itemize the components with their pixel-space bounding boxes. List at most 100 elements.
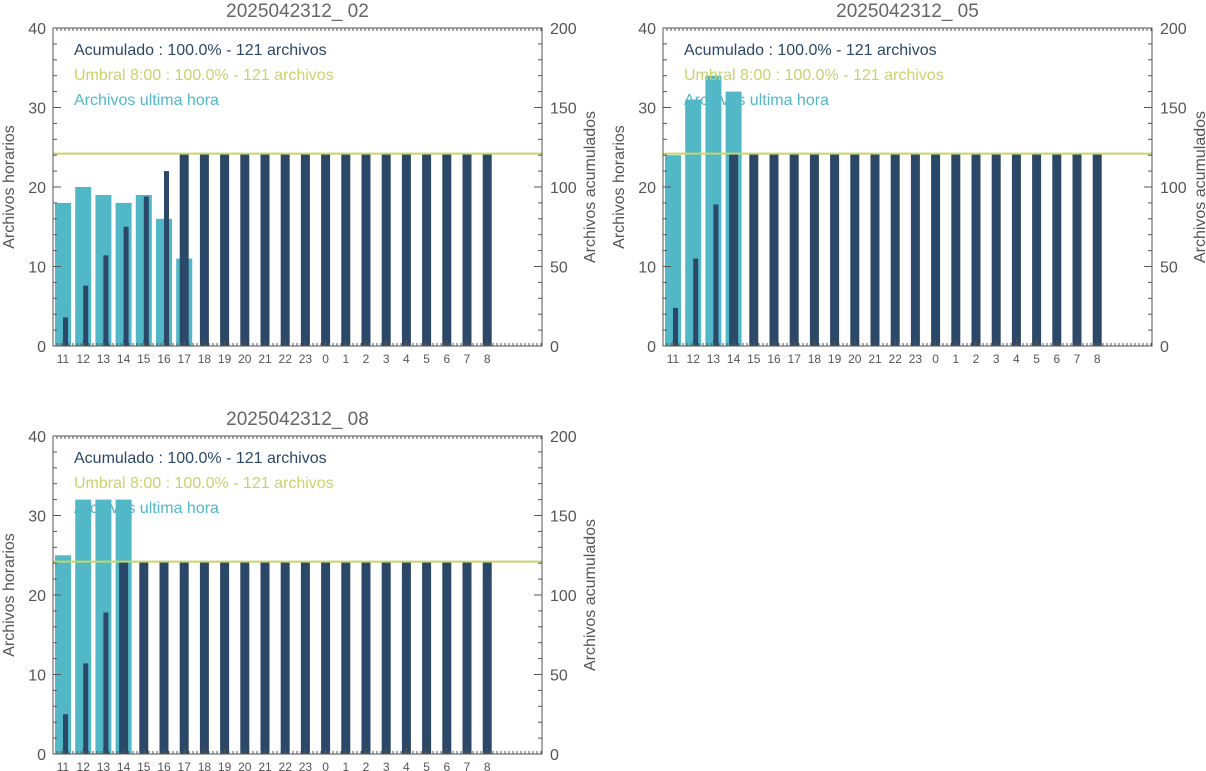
- left-tick-label: 20: [28, 180, 46, 197]
- x-tick-label: 0: [322, 352, 329, 366]
- x-tick-label: 16: [157, 352, 171, 366]
- cumulative-bar: [1072, 153, 1082, 346]
- x-tick-label: 15: [137, 352, 151, 366]
- x-tick-label: 15: [137, 760, 151, 771]
- x-tick-label: 0: [322, 760, 329, 771]
- cumulative-bar: [931, 153, 941, 346]
- left-tick-label: 30: [28, 509, 46, 526]
- cumulative-bar: [220, 153, 230, 346]
- x-tick-label: 14: [727, 352, 741, 366]
- cumulative-bar: [199, 561, 209, 754]
- cumulative-bar: [789, 153, 799, 346]
- cumulative-bar: [164, 171, 169, 346]
- x-tick-label: 18: [198, 352, 212, 366]
- x-tick-label: 16: [157, 760, 171, 771]
- x-tick-label: 17: [178, 760, 192, 771]
- chart-title: 2025042312_ 05: [836, 1, 979, 22]
- right-tick-label: 50: [550, 668, 568, 685]
- cumulative-bar: [422, 153, 432, 346]
- cumulative-bar: [693, 258, 699, 346]
- right-tick-label: 0: [1160, 339, 1169, 356]
- x-tick-label: 11: [667, 352, 680, 366]
- cumulative-bar: [63, 317, 68, 346]
- left-tick-label: 0: [37, 747, 46, 764]
- cumulative-bar: [280, 153, 290, 346]
- x-tick-label: 5: [423, 352, 430, 366]
- x-tick-label: 12: [77, 352, 91, 366]
- cumulative-bar: [179, 153, 189, 346]
- right-axis-label: Archivos acumulados: [1192, 111, 1206, 263]
- x-tick-label: 20: [848, 352, 862, 366]
- right-tick-label: 100: [1160, 180, 1187, 197]
- left-axis-label: Archivos horarios: [1, 125, 18, 249]
- x-tick-label: 7: [1074, 352, 1081, 366]
- cumulative-bar: [482, 153, 492, 346]
- cumulative-bar: [991, 153, 1001, 346]
- cumulative-bar: [482, 561, 492, 754]
- x-tick-label: 23: [299, 352, 313, 366]
- cumulative-bar: [462, 561, 472, 754]
- x-tick-label: 7: [464, 760, 471, 771]
- x-tick-label: 1: [952, 352, 959, 366]
- legend-entry: Archivos ultima hora: [74, 92, 219, 109]
- cumulative-bar: [119, 561, 129, 754]
- cumulative-bar: [673, 307, 678, 346]
- x-tick-label: 22: [889, 352, 903, 366]
- left-tick-label: 40: [28, 429, 46, 446]
- x-tick-label: 18: [198, 760, 212, 771]
- x-tick-label: 17: [788, 352, 802, 366]
- cumulative-bar: [83, 285, 89, 346]
- x-tick-label: 15: [747, 352, 761, 366]
- cumulative-bar: [159, 561, 169, 754]
- x-tick-label: 8: [484, 760, 491, 771]
- hourly-bar: [55, 555, 71, 754]
- x-tick-label: 14: [117, 760, 131, 771]
- hourly-bar: [55, 202, 71, 346]
- left-axis-label: Archivos horarios: [611, 125, 628, 249]
- x-tick-label: 3: [993, 352, 1000, 366]
- chart-title: 2025042312_ 02: [226, 1, 369, 22]
- cumulative-bar: [280, 561, 290, 754]
- cumulative-bar: [769, 153, 779, 346]
- x-tick-label: 1: [342, 760, 349, 771]
- cumulative-bar: [1011, 153, 1021, 346]
- cumulative-bar: [103, 255, 109, 346]
- cumulative-bar: [260, 153, 270, 346]
- right-tick-label: 150: [550, 101, 577, 118]
- right-tick-label: 200: [550, 21, 577, 38]
- x-tick-label: 16: [767, 352, 781, 366]
- x-tick-label: 23: [909, 352, 923, 366]
- left-tick-label: 40: [28, 21, 46, 38]
- left-tick-label: 30: [638, 101, 656, 118]
- cumulative-bar: [462, 153, 472, 346]
- x-tick-label: 4: [1013, 352, 1020, 366]
- cumulative-bar: [442, 561, 452, 754]
- x-tick-label: 0: [932, 352, 939, 366]
- x-tick-label: 3: [383, 760, 390, 771]
- x-tick-label: 7: [464, 352, 471, 366]
- legend-entry: Archivos ultima hora: [74, 500, 219, 517]
- cumulative-bar: [321, 153, 331, 346]
- x-tick-label: 13: [97, 352, 111, 366]
- left-tick-label: 30: [28, 101, 46, 118]
- right-tick-label: 200: [550, 429, 577, 446]
- cumulative-bar: [951, 153, 961, 346]
- cumulative-bar: [442, 153, 452, 346]
- cumulative-bar: [341, 561, 351, 754]
- x-tick-label: 19: [218, 352, 232, 366]
- x-tick-label: 4: [403, 352, 410, 366]
- cumulative-bar: [300, 561, 310, 754]
- cumulative-bar: [381, 153, 391, 346]
- legend-entry: Archivos ultima hora: [684, 92, 829, 109]
- x-tick-label: 22: [279, 352, 293, 366]
- x-tick-label: 11: [57, 760, 70, 771]
- legend-entry: Acumulado : 100.0% - 121 archivos: [74, 42, 327, 59]
- cumulative-bar: [260, 561, 270, 754]
- x-tick-label: 19: [828, 352, 842, 366]
- right-tick-label: 0: [550, 747, 559, 764]
- right-tick-label: 150: [1160, 101, 1187, 118]
- x-tick-label: 8: [484, 352, 491, 366]
- cumulative-bar: [713, 204, 719, 346]
- x-tick-label: 6: [443, 352, 450, 366]
